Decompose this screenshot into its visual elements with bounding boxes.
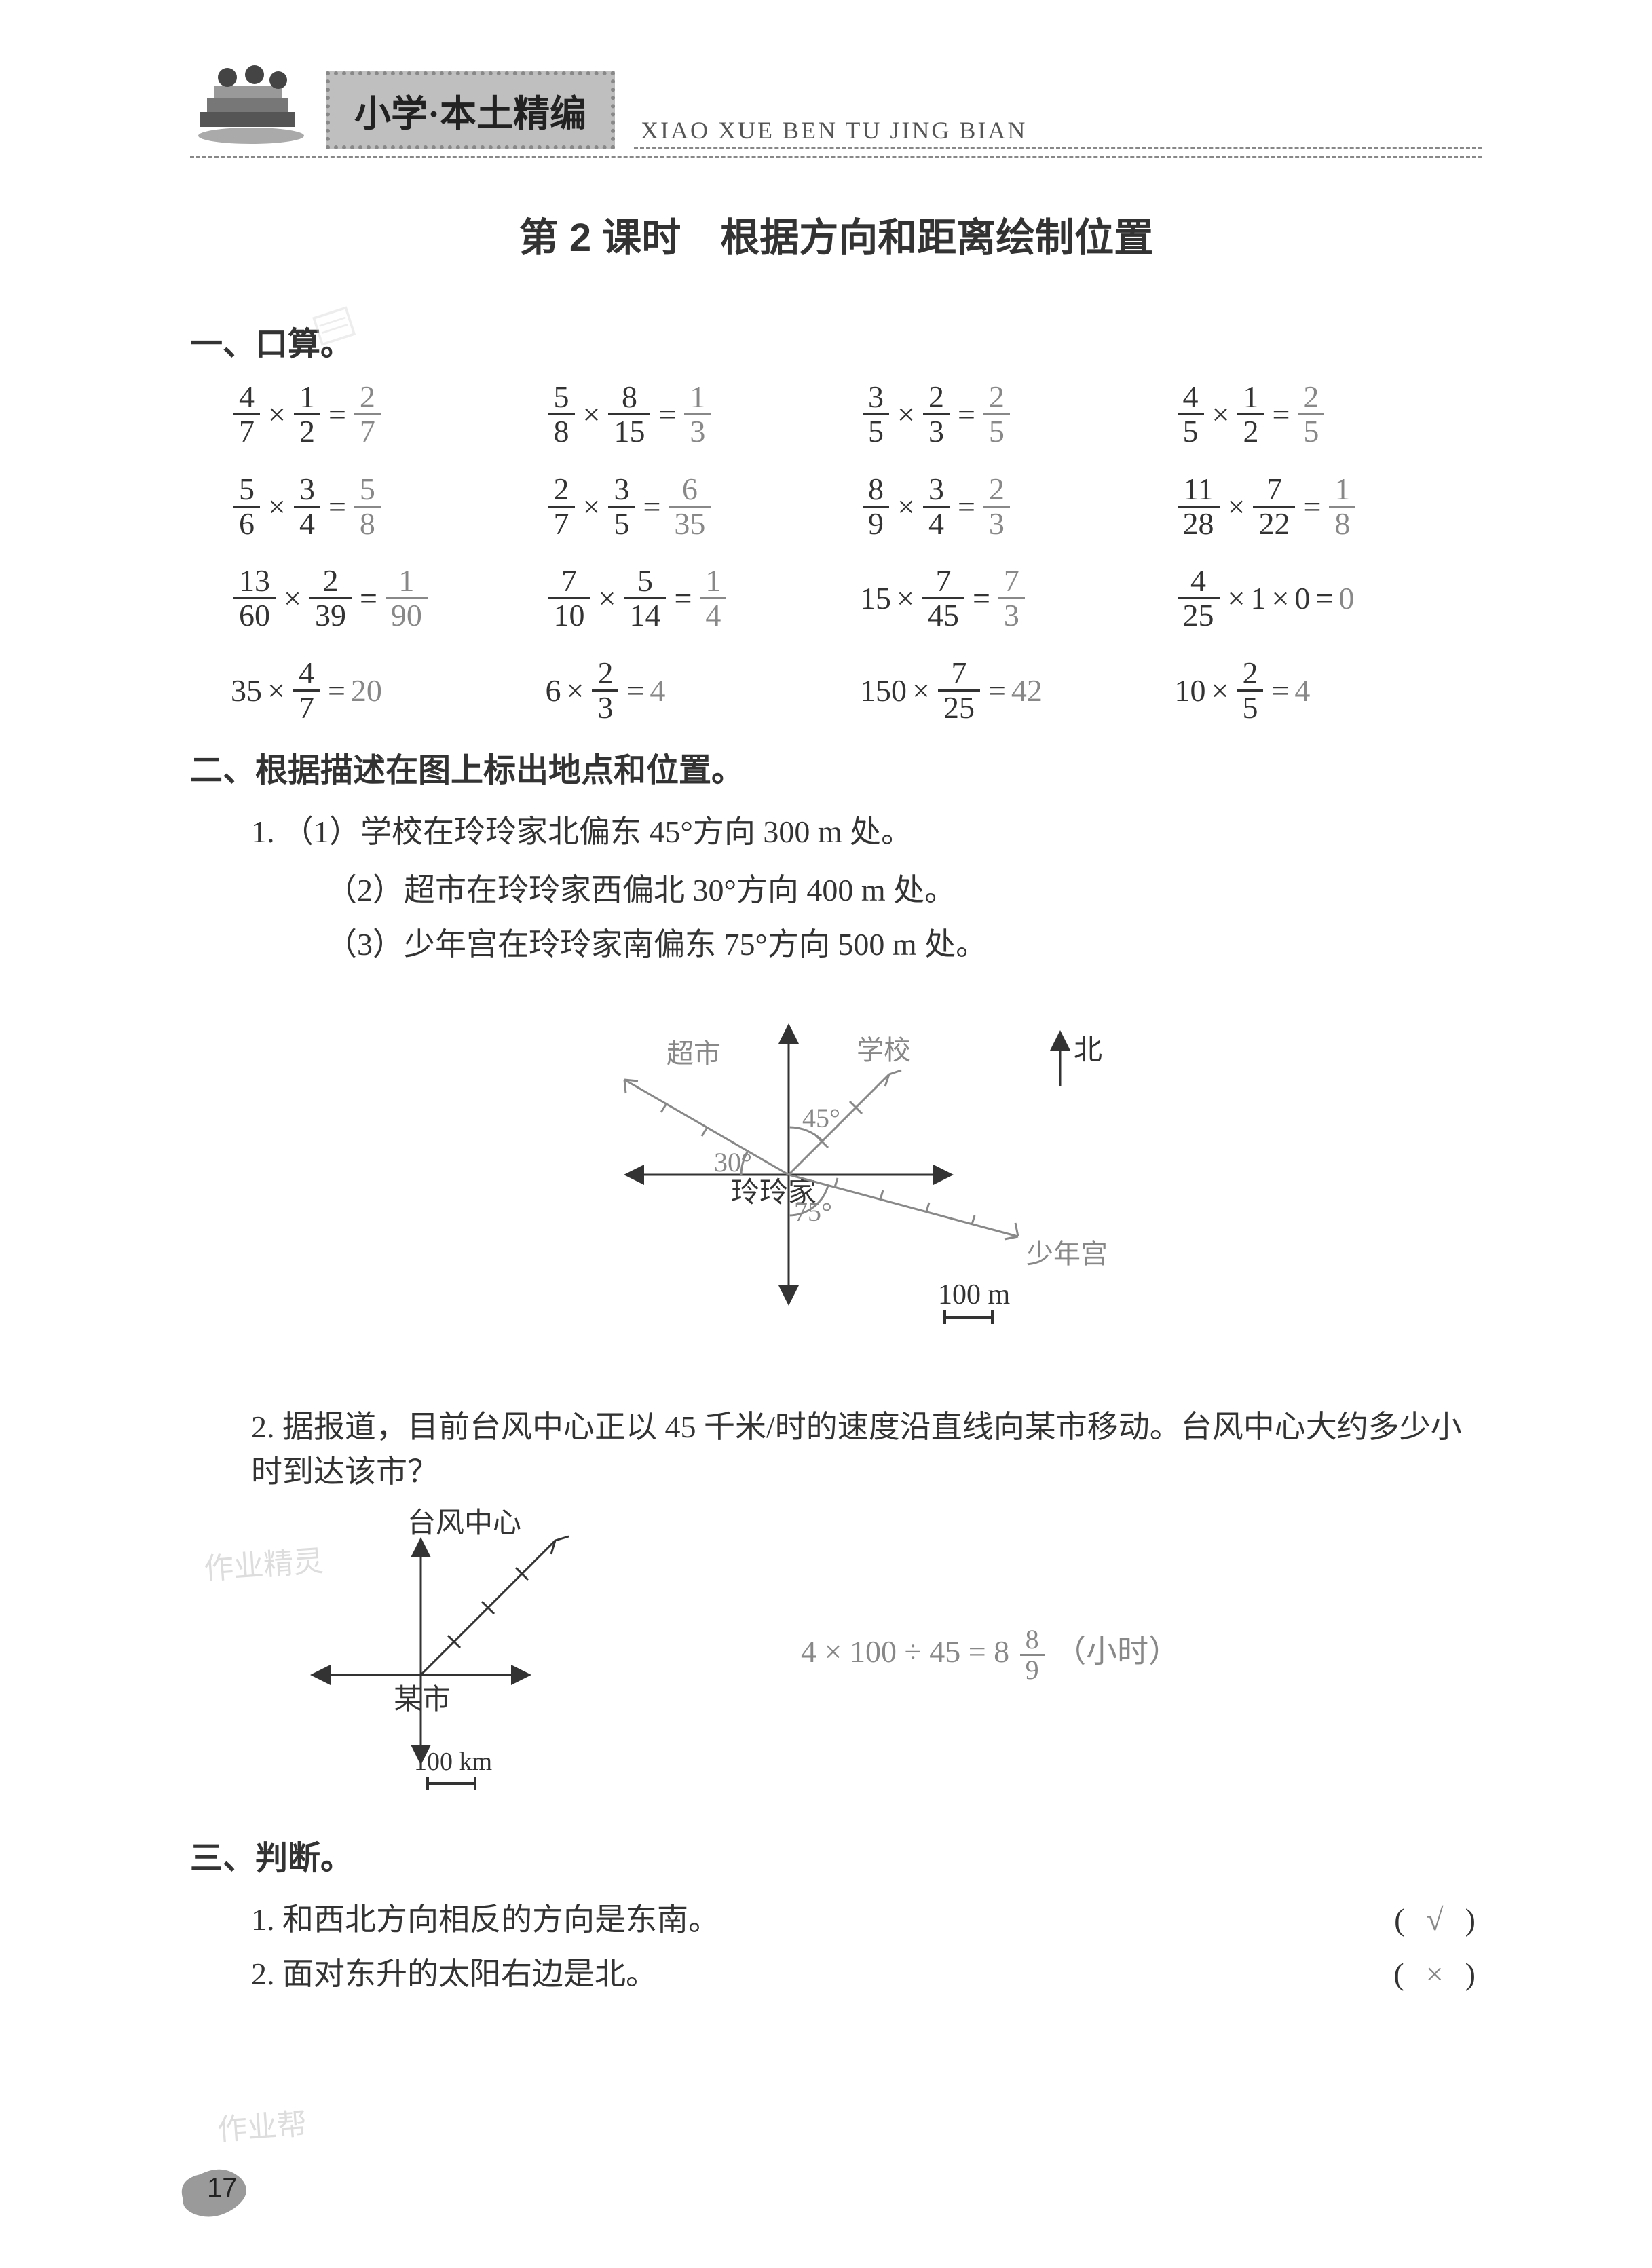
q2-ans-mixd: 9	[1020, 1656, 1045, 1684]
dia2-typhoon: 台风中心	[407, 1508, 521, 1539]
page: 小学·本土精编 XIAO XUE BEN TU JING BIAN 第 2 课时…	[0, 0, 1652, 2268]
section1-heading: 一、口算。	[190, 317, 1482, 364]
calc-cell: 10×25=4	[1175, 657, 1483, 725]
judge1-mark: √	[1411, 1902, 1465, 1937]
q1-lead: 1. （1）学校在玲玲家北偏东 45°方向 300 m 处。	[251, 807, 1482, 852]
q2-ans-prefix: 4 × 100 ÷ 45 = 8	[801, 1634, 1009, 1669]
q1-sub1: （1）学校在玲玲家北偏东 45°方向 300 m 处。	[282, 814, 912, 849]
header-pinyin: XIAO XUE BEN TU JING BIAN	[634, 116, 1482, 149]
header-divider	[190, 156, 1482, 158]
calc-cell: 89×34=23	[860, 473, 1168, 541]
watermark-text-2: 作业帮	[216, 2099, 308, 2149]
dia1-scale-label: 100 m	[938, 1279, 1011, 1310]
dia1-north-label: 北	[1074, 1035, 1102, 1066]
header-banner: 小学·本土精编	[326, 71, 615, 149]
dia1-school: 学校	[857, 1035, 911, 1065]
header-illustration-icon	[190, 61, 312, 149]
calc-cell: 425×1×0=0	[1175, 565, 1483, 632]
section3-heading: 三、判断。	[190, 1831, 1482, 1878]
q1-diagram: 玲玲家 北 100 m	[190, 985, 1482, 1368]
calc-cell: 47×12=27	[231, 381, 539, 449]
calc-cell: 1360×239=190	[231, 565, 539, 632]
judge2-text: 面对东升的太阳右边是北。	[282, 1957, 657, 1991]
judge2-num: 2.	[251, 1957, 275, 1991]
calc-cell: 6×23=4	[546, 657, 854, 725]
judge2-paren: (×)	[1333, 1956, 1482, 1992]
calc-cell: 58×815=13	[546, 381, 854, 449]
judge1-text: 和西北方向相反的方向是东南。	[282, 1902, 719, 1937]
calc-cell: 35×23=25	[860, 381, 1168, 449]
calc-cell: 15×745=73	[860, 565, 1168, 632]
q2-row: 台风中心 某市 100 km 4 × 100 ÷ 45 = 8 8 9 （小时）	[271, 1505, 1482, 1804]
calc-cell: 1128×722=18	[1175, 473, 1483, 541]
dia1-palace: 少年宫	[1026, 1239, 1108, 1269]
calc-cell: 35×47=20	[231, 657, 539, 725]
page-number: 17	[207, 2173, 238, 2204]
judge-item-1: 1. 和西北方向相反的方向是东南。 (√)	[251, 1895, 1482, 1940]
judge2-mark: ×	[1411, 1957, 1465, 1991]
q1-sub2: （2）超市在玲玲家西偏北 30°方向 400 m 处。	[326, 865, 1482, 910]
calc-cell: 710×514=14	[546, 565, 854, 632]
dia1-ang30: 30°	[714, 1147, 752, 1177]
dia1-ang45: 45°	[802, 1103, 840, 1133]
calc-cell: 56×34=58	[231, 473, 539, 541]
calc-cell: 27×35=635	[546, 473, 854, 541]
lesson-title: 第 2 课时 根据方向和距离绘制位置	[190, 206, 1482, 263]
judge-item-2: 2. 面对东升的太阳右边是北。 (×)	[251, 1949, 1482, 1994]
q1-number: 1.	[251, 814, 275, 849]
judge1-paren: (√)	[1333, 1902, 1482, 1938]
calc-cell: 150×725=42	[860, 657, 1168, 725]
dia1-ang75: 75°	[794, 1196, 832, 1227]
q2-text: 2. 据报道，目前台风中心正以 45 千米/时的速度沿直线向某市移动。台风中心大…	[251, 1402, 1482, 1492]
dia2-city: 某市	[394, 1684, 451, 1716]
page-header: 小学·本土精编 XIAO XUE BEN TU JING BIAN	[190, 61, 1482, 149]
dia2-scale: 100 km	[414, 1747, 492, 1776]
watermark-stamp-icon	[305, 297, 367, 358]
dia1-supermarket: 超市	[667, 1038, 721, 1069]
q2-ans-suffix: （小时）	[1055, 1634, 1180, 1669]
q1-sub3: （3）少年宫在玲玲家南偏东 75°方向 500 m 处。	[326, 920, 1482, 964]
q2-ans-mixn: 8	[1020, 1625, 1045, 1656]
calc-grid: 47×12=2758×815=1335×23=2545×12=25 56×34=5…	[231, 381, 1482, 724]
section2-heading: 二、根据描述在图上标出地点和位置。	[190, 743, 1482, 791]
judge1-num: 1.	[251, 1902, 275, 1937]
q2-answer: 4 × 100 ÷ 45 = 8 8 9 （小时）	[801, 1625, 1180, 1684]
q2-diagram: 台风中心 某市 100 km	[271, 1505, 624, 1804]
calc-cell: 45×12=25	[1175, 381, 1483, 449]
